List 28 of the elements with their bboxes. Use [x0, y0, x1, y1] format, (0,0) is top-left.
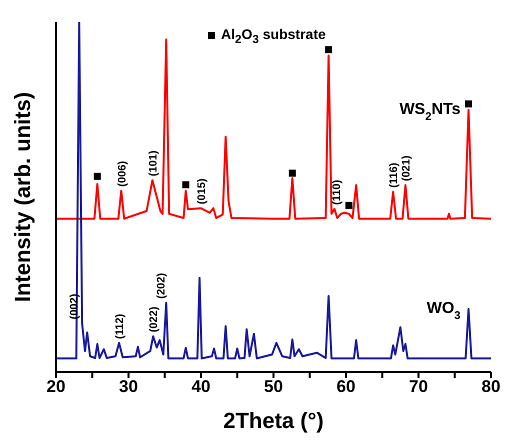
- x-tick-label: 30: [119, 377, 138, 396]
- series-label: WS$_{2}$NTs: [399, 100, 461, 123]
- annotation: (002): [68, 293, 80, 320]
- point: [345, 202, 352, 209]
- point: [465, 100, 472, 108]
- x-axis-title: 2Theta (°): [223, 408, 324, 433]
- point: [288, 170, 296, 177]
- annotation: (015): [196, 178, 208, 204]
- x-tick-label: 50: [264, 377, 283, 396]
- annotation: (116): [388, 162, 400, 188]
- x-tick-label: 60: [336, 377, 356, 396]
- annotation: (101): [147, 150, 160, 176]
- annotation: (202): [155, 272, 168, 299]
- x-tick-label: 80: [482, 377, 500, 396]
- annotation: (022): [148, 306, 160, 332]
- legend-label: Al$_{2}$O$_{3}$ substrate: [221, 26, 326, 46]
- x-tick-label: 40: [192, 377, 210, 396]
- x-tick-label: 20: [46, 377, 66, 396]
- annotation: (006): [116, 160, 128, 187]
- x-tick-label: 70: [409, 377, 428, 396]
- series-label: WO$_{3}$: [426, 300, 461, 322]
- annotation: (110): [330, 179, 343, 205]
- annotation: (112): [114, 314, 126, 339]
- point: [94, 172, 101, 180]
- annotation: (021): [400, 155, 412, 182]
- point: [182, 181, 190, 188]
- point: [325, 46, 332, 54]
- y-axis-title: Intensity (arb. units): [10, 92, 35, 302]
